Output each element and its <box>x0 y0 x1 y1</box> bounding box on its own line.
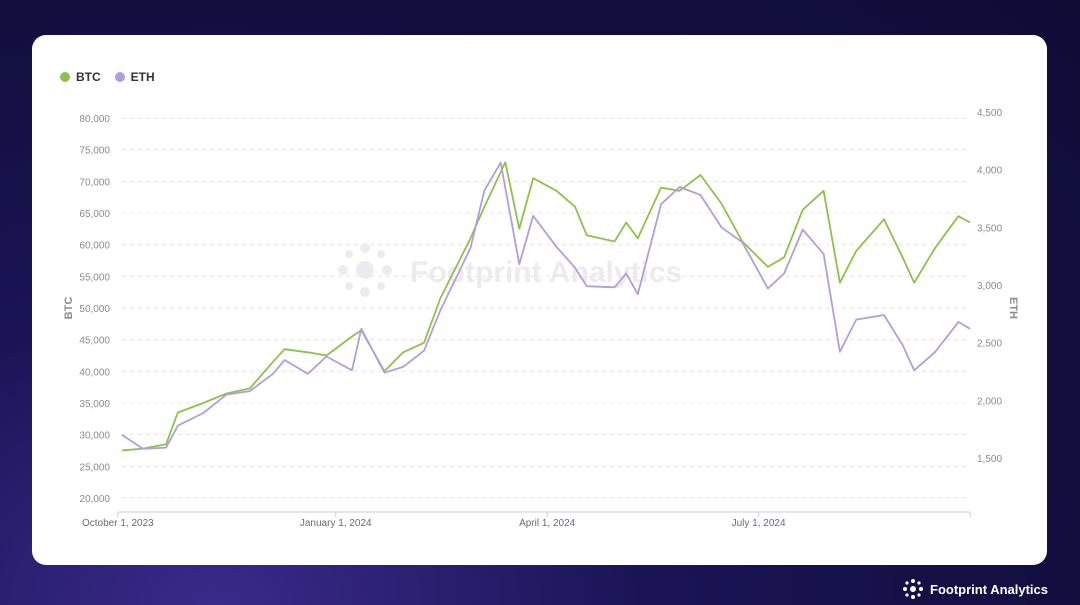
y-left-tick-label: 50,000 <box>79 304 110 315</box>
x-tick-label: July 1, 2024 <box>732 518 786 529</box>
watermark-text: Footprint Analytics <box>410 256 682 289</box>
chart-legend: BTC ETH <box>60 70 155 84</box>
x-tick-label: April 1, 2024 <box>519 518 576 529</box>
brand-logo: Footprint Analytics <box>902 578 1048 600</box>
y-left-tick-label: 60,000 <box>79 241 110 252</box>
legend-dot-eth <box>114 72 125 82</box>
y-left-tick-label: 75,000 <box>79 146 110 157</box>
y-right-tick-label: 2,000 <box>977 396 1002 407</box>
y-right-tick-label: 2,500 <box>977 339 1002 350</box>
y-left-tick-label: 70,000 <box>79 177 110 188</box>
y-left-tick-label: 20,000 <box>79 494 110 505</box>
x-tick-label: January 1, 2024 <box>300 518 372 529</box>
y-left-tick-label: 45,000 <box>79 336 110 347</box>
y-left-tick-label: 40,000 <box>79 367 110 378</box>
footprint-logo-icon <box>903 579 924 599</box>
watermark-logo-icon <box>338 243 392 297</box>
legend-dot-btc <box>60 72 70 82</box>
chart-card <box>32 35 1047 565</box>
y-left-tick-label: 30,000 <box>79 431 110 442</box>
y-right-tick-label: 3,500 <box>977 223 1002 234</box>
y-left-tick-label: 25,000 <box>79 462 110 473</box>
y-right-axis-label: ETH <box>1007 297 1019 319</box>
x-tick-label: October 1, 2023 <box>82 518 154 529</box>
y-right-tick-label: 4,000 <box>977 166 1002 177</box>
y-left-axis-label: BTC <box>63 297 75 320</box>
y-right-tick-label: 4,500 <box>977 108 1002 119</box>
y-right-tick-label: 1,500 <box>977 454 1002 465</box>
y-right-tick-label: 3,000 <box>977 281 1002 292</box>
y-left-tick-label: 55,000 <box>79 272 110 283</box>
y-left-tick-label: 80,000 <box>79 114 110 125</box>
legend-label-eth: ETH <box>130 70 155 84</box>
brand-name: Footprint Analytics <box>930 581 1048 597</box>
series-line-eth <box>121 161 971 450</box>
y-left-tick-label: 65,000 <box>79 209 110 220</box>
legend-label-btc: BTC <box>76 70 101 84</box>
legend-item-eth[interactable]: ETH <box>114 70 155 84</box>
series-line-btc <box>121 161 971 452</box>
y-left-tick-label: 35,000 <box>79 399 110 410</box>
legend-item-btc[interactable]: BTC <box>60 70 101 84</box>
